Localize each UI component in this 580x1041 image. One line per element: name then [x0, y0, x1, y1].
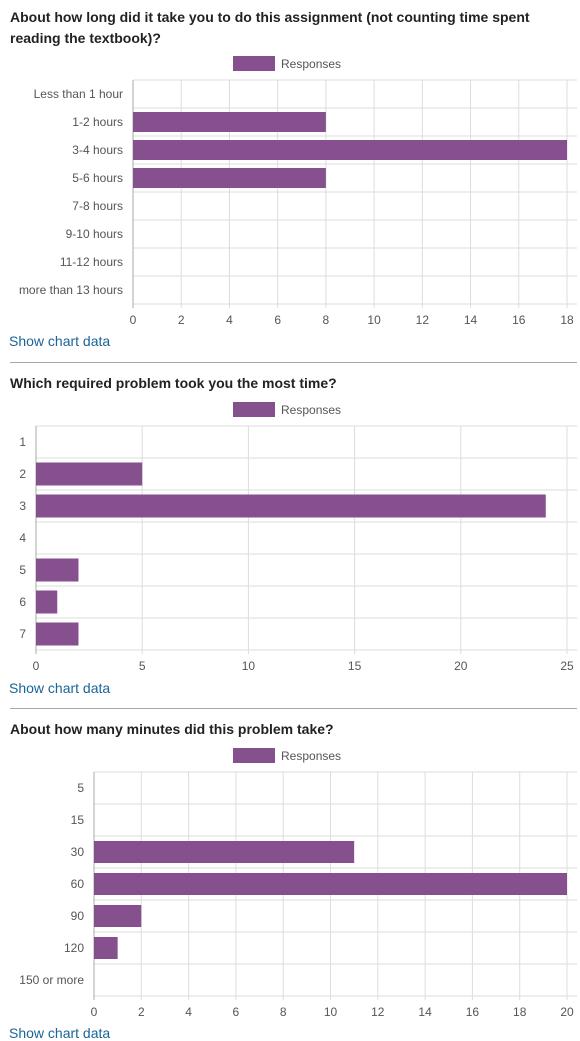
chart-3-category-label: 30 — [71, 845, 85, 859]
chart-1-legend-label: Responses — [281, 57, 342, 71]
chart-1-category-label: 1-2 hours — [72, 115, 123, 129]
chart-2-x-tick-label: 15 — [348, 659, 362, 673]
chart-2-show-data-link[interactable]: Show chart data — [9, 680, 111, 696]
chart-3-x-tick-label: 10 — [324, 1005, 338, 1019]
chart-2-x-tick-label: 25 — [560, 659, 574, 673]
chart-3-category-label: 5 — [77, 781, 84, 795]
chart-1-category-label: more than 13 hours — [19, 283, 123, 297]
chart-1-bar — [133, 112, 326, 132]
chart-2-category-label: 1 — [19, 435, 26, 449]
chart-2-category-label: 7 — [19, 627, 26, 641]
chart-3-category-label: 15 — [71, 813, 85, 827]
chart-3-x-tick-label: 16 — [466, 1005, 480, 1019]
chart-1-x-tick-label: 10 — [367, 313, 381, 327]
chart-2-category-label: 2 — [19, 467, 26, 481]
chart-2-legend-label: Responses — [281, 403, 342, 417]
chart-2-bar — [36, 622, 79, 646]
chart-2-category-label: 4 — [19, 531, 26, 545]
chart-1-category-label: 5-6 hours — [72, 171, 123, 185]
chart-1-x-tick-label: 16 — [512, 313, 526, 327]
chart-3-x-tick-label: 12 — [371, 1005, 385, 1019]
chart-2-category-label: 3 — [19, 499, 26, 513]
chart-1-x-tick-label: 12 — [416, 313, 430, 327]
chart-3-x-tick-label: 0 — [91, 1005, 98, 1019]
chart-3-plot: 0 2 4 6 8 10 12 14 16 18 20 5 15 30 60 90 120 150 or more — [19, 771, 577, 1019]
chart-2-category-label: 5 — [19, 563, 26, 577]
chart-2-bar — [36, 590, 58, 614]
chart-1-show-data-link[interactable]: Show chart data — [9, 333, 111, 349]
chart-1-title: About how long did it take you to do thi… — [10, 9, 530, 46]
chart-3-x-tick-label: 8 — [280, 1005, 287, 1019]
chart-1-category-label: 9-10 hours — [66, 227, 123, 241]
chart-2-x-tick-label: 5 — [139, 659, 146, 673]
chart-3-x-tick-label: 4 — [185, 1005, 192, 1019]
chart-3-bar — [94, 905, 142, 927]
section-divider-2 — [10, 708, 577, 709]
chart-3-bar — [94, 937, 118, 959]
chart-3-show-data-link[interactable]: Show chart data — [9, 1025, 111, 1041]
chart-3-title: About how many minutes did this problem … — [10, 721, 334, 737]
section-divider-1 — [10, 362, 577, 363]
chart-2-bar — [36, 462, 143, 486]
chart-2-bar — [36, 558, 79, 582]
chart-2-legend-swatch — [233, 402, 275, 417]
chart-3-bar — [94, 841, 355, 863]
chart-1-x-tick-label: 14 — [464, 313, 478, 327]
chart-3-legend: Responses — [233, 748, 363, 766]
chart-1-x-tick-label: 2 — [178, 313, 185, 327]
chart-1-category-label: 11-12 hours — [60, 255, 123, 269]
chart-1-bar — [133, 140, 567, 160]
chart-3-x-tick-label: 14 — [418, 1005, 432, 1019]
chart-3-x-tick-label: 18 — [513, 1005, 527, 1019]
chart-3-x-tick-label: 20 — [560, 1005, 574, 1019]
chart-2-plot: 0 5 10 15 20 25 1 2 3 4 5 6 7 — [19, 425, 577, 673]
chart-3-bar — [94, 873, 567, 895]
chart-3-legend-label: Responses — [281, 749, 342, 763]
chart-1-x-tick-label: 4 — [226, 313, 233, 327]
chart-3-category-label: 90 — [71, 909, 85, 923]
chart-2-legend: Responses — [233, 402, 363, 420]
chart-1-category-label: 3-4 hours — [72, 143, 123, 157]
chart-3-category-label: 150 or more — [19, 973, 84, 987]
chart-1-legend-swatch — [233, 56, 275, 71]
chart-2-x-tick-label: 20 — [454, 659, 468, 673]
chart-1-x-tick-label: 18 — [560, 313, 574, 327]
chart-3-category-label: 60 — [71, 877, 85, 891]
chart-1-category-label: 7-8 hours — [72, 199, 123, 213]
chart-2-bar — [36, 494, 546, 518]
chart-1-legend: Responses — [233, 56, 363, 74]
chart-1-x-tick-label: 0 — [130, 313, 137, 327]
chart-2-title: Which required problem took you the most… — [10, 375, 337, 391]
chart-3-x-tick-label: 2 — [138, 1005, 145, 1019]
chart-1-bar — [133, 168, 326, 188]
chart-1-plot: 0 2 4 6 8 10 12 14 16 18 Less than 1 hour 1-2 hours… — [19, 79, 577, 327]
chart-2-x-tick-label: 10 — [242, 659, 256, 673]
chart-2-x-tick-label: 0 — [33, 659, 40, 673]
chart-3-category-label: 120 — [64, 941, 84, 955]
chart-2-category-label: 6 — [19, 595, 26, 609]
chart-1-x-tick-label: 6 — [274, 313, 281, 327]
chart-3-x-tick-label: 6 — [233, 1005, 240, 1019]
chart-1-category-label: Less than 1 hour — [34, 87, 123, 101]
chart-1-x-tick-label: 8 — [323, 313, 330, 327]
chart-3-legend-swatch — [233, 748, 275, 763]
